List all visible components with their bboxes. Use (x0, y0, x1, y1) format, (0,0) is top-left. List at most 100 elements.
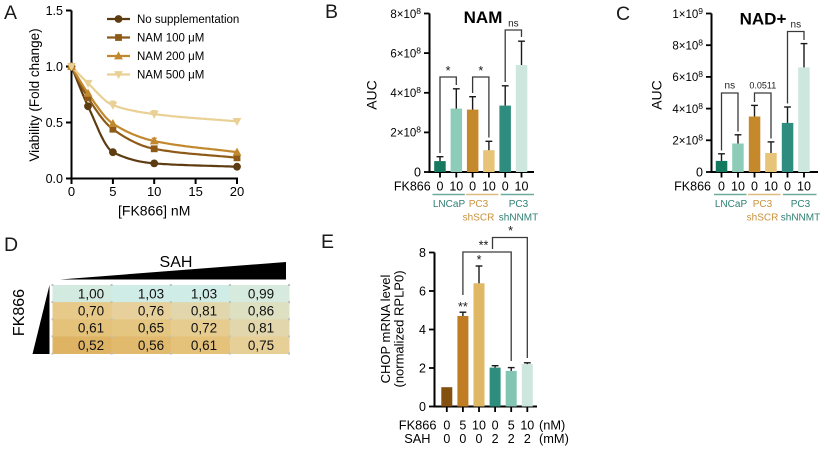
svg-text:0: 0 (419, 400, 426, 414)
svg-text:LNCaP: LNCaP (433, 199, 466, 210)
svg-text:0,72: 0,72 (191, 321, 217, 336)
svg-text:NAM: NAM (464, 8, 503, 27)
svg-text:10: 10 (472, 419, 486, 433)
svg-text:8: 8 (419, 246, 426, 260)
svg-text:0: 0 (492, 419, 499, 433)
svg-text:0,81: 0,81 (248, 321, 274, 336)
svg-text:5: 5 (109, 184, 116, 199)
svg-text:0: 0 (718, 180, 725, 194)
svg-text:0,75: 0,75 (248, 338, 274, 353)
svg-text:FK866: FK866 (11, 289, 28, 336)
svg-text:2: 2 (508, 432, 515, 446)
svg-text:0: 0 (459, 432, 466, 446)
svg-text:0,65: 0,65 (138, 321, 164, 336)
svg-text:0,99: 0,99 (248, 286, 274, 301)
svg-text:10: 10 (520, 419, 534, 433)
svg-text:10: 10 (449, 180, 463, 194)
svg-text:1,03: 1,03 (191, 286, 217, 301)
svg-text:*: * (478, 64, 483, 78)
svg-text:10: 10 (764, 180, 778, 194)
svg-text:ns: ns (791, 20, 802, 31)
svg-text:1.5: 1.5 (46, 4, 63, 18)
svg-text:15: 15 (188, 184, 202, 199)
svg-text:FK866: FK866 (394, 180, 431, 194)
svg-text:8×108: 8×108 (390, 6, 421, 21)
svg-text:20: 20 (230, 184, 244, 199)
svg-text:0,61: 0,61 (78, 321, 104, 336)
svg-text:[FK866] nM: [FK866] nM (118, 203, 190, 219)
svg-text:PC3: PC3 (469, 199, 489, 210)
svg-text:0,86: 0,86 (248, 304, 274, 319)
svg-text:C: C (616, 3, 630, 25)
svg-text:0: 0 (414, 165, 421, 179)
svg-text:0: 0 (68, 184, 75, 199)
svg-text:shNNMT: shNNMT (781, 213, 820, 224)
svg-text:2: 2 (524, 432, 531, 446)
svg-text:NAD+: NAD+ (740, 10, 787, 29)
svg-text:NAM 100 μM: NAM 100 μM (137, 33, 204, 45)
svg-text:0: 0 (502, 180, 509, 194)
svg-text:AUC: AUC (649, 80, 665, 110)
svg-text:shSCR: shSCR (747, 213, 779, 224)
svg-text:5: 5 (459, 419, 466, 433)
svg-text:NAM 500 μM: NAM 500 μM (137, 70, 204, 82)
svg-text:6×108: 6×108 (390, 45, 421, 60)
svg-text:6×108: 6×108 (672, 69, 703, 84)
svg-text:0: 0 (469, 180, 476, 194)
svg-text:SAH: SAH (160, 254, 193, 271)
svg-text:4×108: 4×108 (390, 85, 421, 100)
svg-text:10: 10 (797, 180, 811, 194)
svg-text:D: D (4, 234, 18, 256)
svg-text:No supplementation: No supplementation (137, 14, 239, 26)
svg-text:2: 2 (419, 361, 426, 375)
svg-text:4: 4 (419, 323, 426, 337)
svg-text:*: * (508, 224, 513, 238)
svg-text:FK866: FK866 (674, 180, 711, 194)
svg-text:Viability (Fold change): Viability (Fold change) (27, 28, 42, 161)
svg-text:CHOP mRNA level: CHOP mRNA level (378, 274, 393, 383)
svg-text:5: 5 (508, 419, 515, 433)
svg-text:10: 10 (482, 180, 496, 194)
svg-text:0.0: 0.0 (46, 172, 63, 186)
svg-text:(nM): (nM) (539, 418, 565, 433)
svg-text:PC3: PC3 (509, 199, 529, 210)
svg-text:LNCaP: LNCaP (715, 199, 748, 210)
svg-text:0: 0 (751, 180, 758, 194)
svg-text:0: 0 (476, 432, 483, 446)
svg-text:2×108: 2×108 (672, 133, 703, 148)
svg-text:0: 0 (443, 419, 450, 433)
svg-text:0,61: 0,61 (191, 338, 217, 353)
svg-text:10: 10 (731, 180, 745, 194)
svg-text:10: 10 (147, 184, 161, 199)
svg-text:0.0511: 0.0511 (749, 81, 776, 91)
svg-text:1,00: 1,00 (78, 286, 104, 301)
svg-text:shNNMT: shNNMT (499, 213, 538, 224)
svg-text:0,70: 0,70 (78, 304, 104, 319)
svg-text:0: 0 (443, 432, 450, 446)
svg-text:*: * (446, 64, 451, 78)
svg-text:AUC: AUC (364, 80, 380, 110)
svg-text:NAM 200 μM: NAM 200 μM (137, 51, 204, 63)
svg-text:1,03: 1,03 (138, 286, 164, 301)
svg-text:0,81: 0,81 (191, 304, 217, 319)
svg-text:A: A (4, 2, 17, 24)
svg-text:2: 2 (492, 432, 499, 446)
svg-text:1×109: 1×109 (672, 6, 703, 21)
svg-text:2×108: 2×108 (390, 125, 421, 140)
svg-text:B: B (325, 1, 338, 23)
svg-text:0,76: 0,76 (138, 304, 164, 319)
svg-text:4×108: 4×108 (672, 101, 703, 116)
svg-text:**: ** (479, 239, 489, 253)
svg-text:1.0: 1.0 (46, 60, 63, 74)
svg-text:**: ** (458, 300, 468, 314)
svg-text:0,52: 0,52 (78, 338, 104, 353)
svg-text:0: 0 (696, 165, 703, 179)
svg-text:10: 10 (515, 180, 529, 194)
svg-text:SAH: SAH (404, 431, 430, 446)
svg-text:0: 0 (437, 180, 444, 194)
svg-text:E: E (321, 231, 334, 253)
svg-text:6: 6 (419, 284, 426, 298)
svg-text:0: 0 (784, 180, 791, 194)
svg-text:ns: ns (725, 81, 736, 92)
svg-text:ns: ns (508, 19, 519, 30)
